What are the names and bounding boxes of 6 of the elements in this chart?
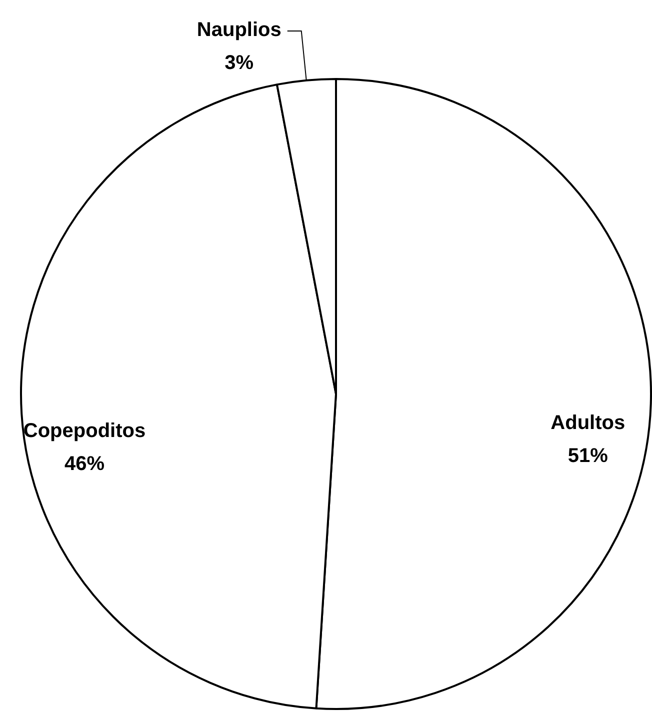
data-label: 51% <box>568 444 608 467</box>
slice-label: Copepoditos <box>23 420 146 442</box>
slice-label: Nauplios <box>196 19 282 42</box>
data-label: 46% <box>64 452 105 475</box>
data-label: 3% <box>224 52 254 74</box>
slice-label: Adultos <box>550 412 626 434</box>
